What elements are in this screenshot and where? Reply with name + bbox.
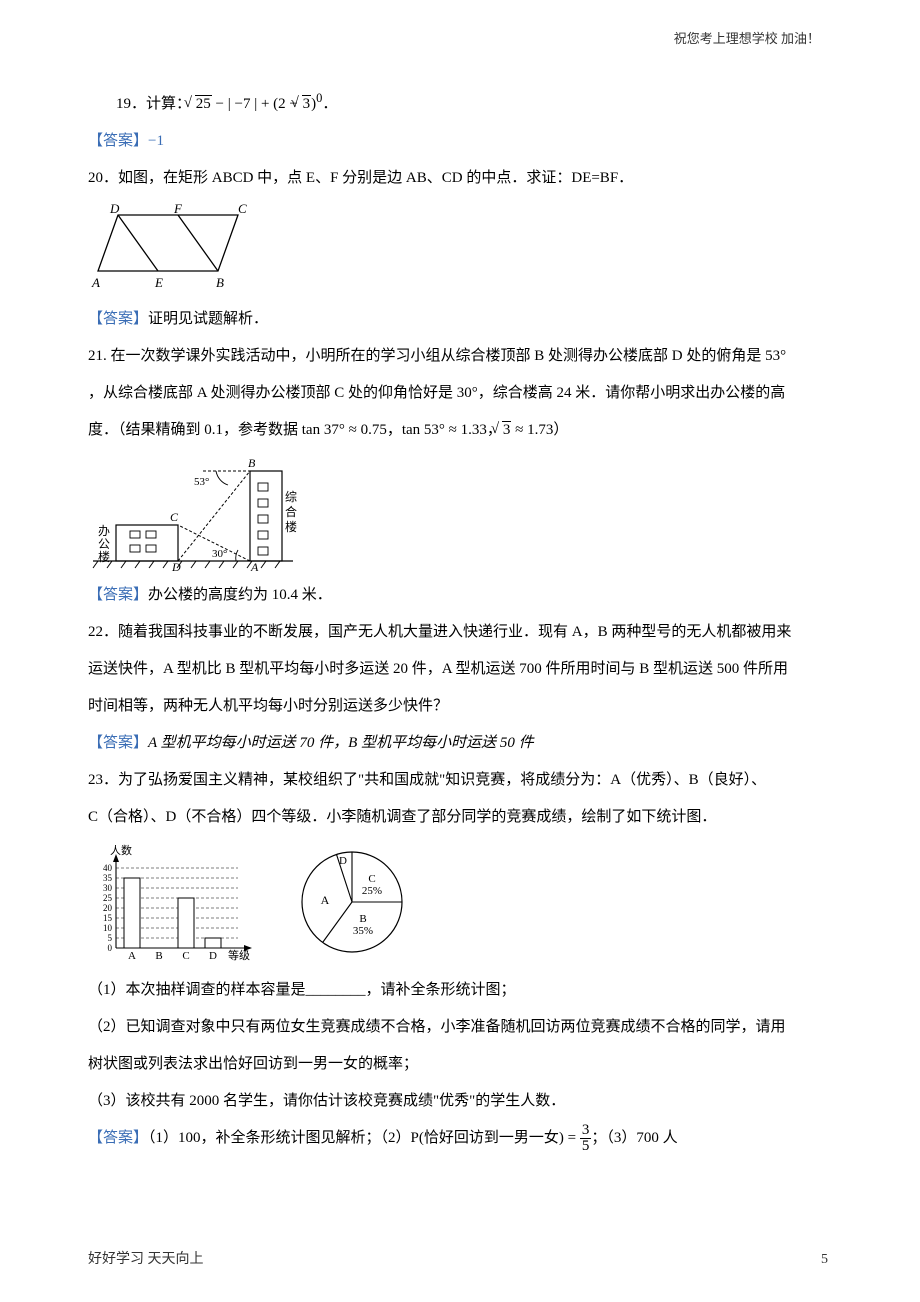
q23-bar-chart: 人数 0 5 10 15 20 25 30 35 40: [88, 842, 263, 962]
q19-answer: 【答案】−1: [88, 125, 832, 158]
svg-text:35: 35: [103, 873, 113, 883]
svg-text:53°: 53°: [194, 476, 209, 488]
svg-text:C: C: [170, 510, 179, 524]
svg-text:10: 10: [103, 923, 113, 933]
header-wish: 祝您考上理想学校 加油！: [674, 28, 820, 47]
fraction: 35: [580, 1123, 592, 1154]
q21-l3: 度．（结果精确到 0.1，参考数据 tan 37° ≈ 0.75，tan 53°…: [88, 414, 832, 447]
q19-expression: 25 √ − | −7 | + (2 − 3√)0．: [195, 96, 338, 112]
svg-text:D: D: [209, 950, 217, 962]
q20-answer: 【答案】证明见试题解析．: [88, 303, 832, 336]
q21-figure: B 53° C D 30° A 办 公 楼 综 合 楼: [88, 453, 298, 573]
q19-line: 19．计算： 25 √ − | −7 | + (2 − 3√)0．: [88, 85, 832, 121]
svg-text:楼: 楼: [285, 519, 297, 534]
q22-l1: 22．随着我国科技事业的不断发展，国产无人机大量进入快递行业．现有 A，B 两种…: [88, 616, 832, 649]
svg-text:办: 办: [98, 523, 110, 538]
svg-text:B: B: [248, 456, 256, 470]
q20-label-D: D: [109, 203, 120, 216]
q23-sub1: （1）本次抽样调查的样本容量是________，请补全条形统计图；: [88, 974, 832, 1007]
q21-l1: 21. 在一次数学课外实践活动中，小明所在的学习小组从综合楼顶部 B 处测得办公…: [88, 340, 832, 373]
q23-pie-chart: D C 25% B 35% A: [287, 842, 417, 962]
q23-l2: C（合格）、D（不合格）四个等级．小李随机调查了部分同学的竞赛成绩，绘制了如下统…: [88, 801, 832, 834]
footer-left: 好好学习 天天向上: [88, 1248, 204, 1268]
q23-sub3: （3）该校共有 2000 名学生，请你估计该校竞赛成绩"优秀"的学生人数．: [88, 1085, 832, 1118]
q20-label-A: A: [91, 275, 100, 290]
q23-sub2: （2）已知调查对象中只有两位女生竞赛成绩不合格，小李准备随机回访两位竞赛成绩不合…: [88, 1011, 832, 1044]
q20-label-F: F: [173, 203, 183, 216]
q20-label-C: C: [238, 203, 247, 216]
svg-text:25%: 25%: [362, 885, 382, 897]
svg-text:A: A: [250, 560, 259, 573]
svg-text:A: A: [128, 950, 136, 962]
svg-text:人数: 人数: [110, 844, 132, 857]
q22-l2: 运送快件，A 型机比 B 型机平均每小时多运送 20 件，A 型机运送 700 …: [88, 653, 832, 686]
q22-l3: 时间相等，两种无人机平均每小时分别运送多少快件？: [88, 690, 832, 723]
svg-text:C: C: [368, 873, 375, 885]
content-body: 19．计算： 25 √ − | −7 | + (2 − 3√)0． 【答案】−1…: [88, 85, 832, 1155]
svg-text:40: 40: [103, 863, 113, 873]
svg-text:0: 0: [108, 943, 113, 953]
q20-text: 20．如图，在矩形 ABCD 中，点 E、F 分别是边 AB、CD 的中点．求证…: [88, 162, 832, 195]
svg-text:等级: 等级: [228, 948, 250, 962]
svg-text:D: D: [171, 560, 181, 573]
svg-text:25: 25: [103, 893, 113, 903]
svg-text:B: B: [359, 913, 366, 925]
svg-text:20: 20: [103, 903, 113, 913]
svg-text:A: A: [321, 893, 330, 907]
svg-text:30°: 30°: [212, 548, 227, 560]
footer-page-number: 5: [821, 1252, 828, 1268]
svg-text:合: 合: [285, 504, 297, 519]
q23-figure: 人数 0 5 10 15 20 25 30 35 40: [88, 842, 832, 962]
q23-sub2b: 树状图或列表法求出恰好回访到一男一女的概率；: [88, 1048, 832, 1081]
svg-text:15: 15: [103, 913, 113, 923]
svg-text:C: C: [182, 950, 189, 962]
q20-label-E: E: [154, 275, 163, 290]
q23-answer: 【答案】（1）100，补全条形统计图见解析；（2）P(恰好回访到一男一女) = …: [88, 1122, 832, 1155]
svg-text:D: D: [339, 855, 347, 867]
document-page: 祝您考上理想学校 加油！ 19．计算： 25 √ − | −7 | + (2 −…: [0, 0, 920, 1302]
svg-text:35%: 35%: [353, 925, 373, 937]
q23-l1: 23．为了弘扬爱国主义精神，某校组织了"共和国成就"知识竞赛，将成绩分为：A（优…: [88, 764, 832, 797]
svg-text:公: 公: [98, 537, 110, 551]
q19-label: 19．计算：: [116, 96, 191, 112]
svg-text:楼: 楼: [98, 549, 110, 564]
q21-l2: ，从综合楼底部 A 处测得办公楼顶部 C 处的仰角恰好是 30°，综合楼高 24…: [88, 377, 832, 410]
q21-answer: 【答案】办公楼的高度约为 10.4 米．: [88, 579, 832, 612]
q22-answer: 【答案】A 型机平均每小时运送 70 件，B 型机平均每小时运送 50 件: [88, 727, 832, 760]
svg-text:综: 综: [285, 490, 297, 504]
q20-label-B: B: [216, 275, 224, 290]
svg-text:5: 5: [108, 933, 113, 943]
svg-text:30: 30: [103, 883, 113, 893]
q20-figure: D F C A E B: [88, 203, 252, 295]
svg-text:B: B: [155, 950, 162, 962]
